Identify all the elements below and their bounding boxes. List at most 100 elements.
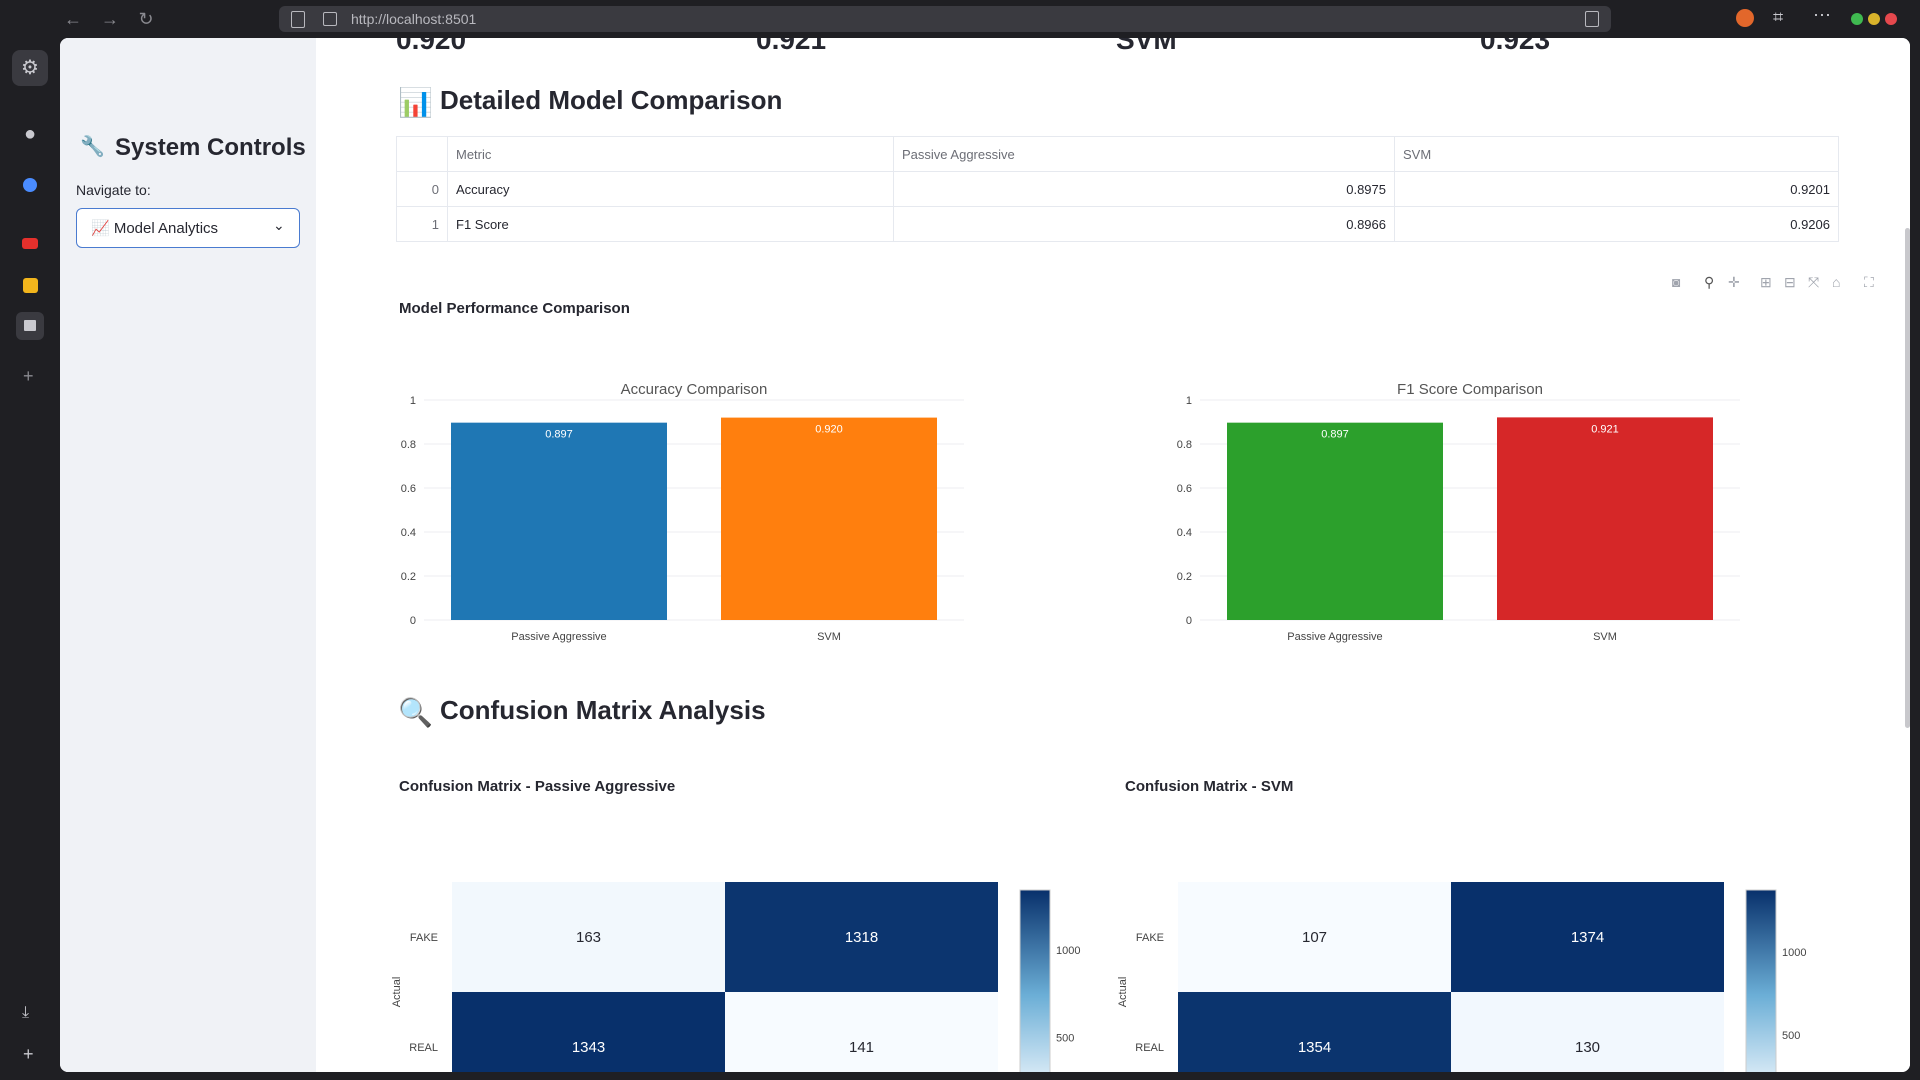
performance-charts: Accuracy Comparison 0 0.2 0.4 0.6 0.8 1 0.897 Pa… (401, 381, 1740, 643)
download-icon[interactable]: ⤓ (22, 1004, 30, 1021)
table-cell[interactable]: 0.8975 (893, 171, 1395, 207)
extension-icon[interactable] (23, 178, 37, 192)
add-bottom-icon[interactable]: + (23, 1044, 34, 1064)
table-header[interactable]: Metric (447, 136, 894, 172)
y-axis-label: Actual (1117, 977, 1129, 1008)
browser-toolbar: ← → ↻ http://localhost:8501 ⌗ ⋯ (0, 0, 1920, 38)
colorbar-tick: 500 (1782, 1030, 1800, 1042)
comparison-title: Detailed Model Comparison (440, 85, 783, 115)
heatmap-cell[interactable] (1178, 992, 1451, 1072)
heatmap-cell[interactable] (725, 992, 998, 1072)
url-text[interactable]: http://localhost:8501 (351, 11, 477, 27)
firefox-icon[interactable] (1736, 9, 1754, 27)
cell-value: 1343 (572, 1039, 605, 1056)
notes-icon[interactable] (23, 278, 38, 293)
crop-icon[interactable]: ⌗ (1773, 7, 1784, 27)
bar-value-label: 0.920 (815, 424, 843, 436)
heatmap-cell[interactable] (1451, 992, 1724, 1072)
y-tick-label: 0 (410, 615, 416, 627)
comparison-table: Metric Passive Aggressive SVM 0 Accuracy… (396, 136, 1839, 242)
bookmark-icon[interactable] (1585, 11, 1599, 27)
scrollbar[interactable] (1905, 228, 1910, 728)
heatmap-cell[interactable] (452, 992, 725, 1072)
x-tick-label: SVM (1593, 631, 1617, 643)
chart-subtitle: Accuracy Comparison (621, 381, 768, 398)
bar-value-label: 0.897 (1321, 429, 1349, 441)
row-index: 1 (396, 206, 448, 242)
table-row: 1 F1 Score 0.8966 0.9206 (396, 206, 1839, 242)
cm-pa-title: Confusion Matrix - Passive Aggressive (399, 778, 676, 795)
heatmap-cell[interactable] (1178, 882, 1451, 992)
site-info-icon[interactable] (323, 12, 337, 26)
home-icon[interactable]: ⌂ (1832, 274, 1841, 290)
chart-subtitle: F1 Score Comparison (1397, 381, 1543, 398)
page-icon (291, 11, 305, 28)
minimize-dot-icon[interactable] (1868, 13, 1880, 25)
sidebar-title: System Controls (115, 134, 306, 161)
colorbar-tick: 1000 (1056, 945, 1080, 957)
bar[interactable] (1227, 422, 1443, 620)
navigate-select[interactable]: 📈 Model Analytics ⌄ (76, 208, 300, 248)
table-cell[interactable]: 0.8966 (893, 206, 1395, 242)
autoscale-icon[interactable]: ⤧ (1808, 274, 1820, 290)
forward-icon[interactable]: → (101, 9, 119, 29)
x-tick-label: Passive Aggressive (1287, 631, 1382, 643)
table-cell[interactable]: Accuracy (447, 171, 894, 207)
table-cell[interactable]: F1 Score (447, 206, 894, 242)
fullscreen-icon[interactable]: ⛶ (1864, 274, 1874, 290)
table-header[interactable]: Passive Aggressive (893, 136, 1395, 172)
table-header[interactable]: SVM (1394, 136, 1839, 172)
colorbar-tick: 1000 (1782, 947, 1806, 959)
cell-value: 1318 (845, 929, 878, 946)
sidebar: 🔧 System Controls Navigate to: 📈 Model A… (60, 38, 316, 1072)
reload-icon[interactable]: ↻ (138, 9, 154, 29)
bar[interactable] (721, 417, 937, 620)
cell-value: 1374 (1571, 929, 1604, 946)
youtube-icon[interactable] (22, 238, 38, 249)
bar[interactable] (451, 422, 667, 620)
table-cell[interactable]: 0.9206 (1394, 206, 1839, 242)
zoom-icon[interactable]: ⚲ (1704, 274, 1715, 290)
table-cell[interactable]: 0.9201 (1394, 171, 1839, 207)
row-label: REAL (409, 1042, 438, 1054)
table-row: 0 Accuracy 0.8975 0.9201 (396, 171, 1839, 207)
cell-value: 163 (576, 929, 601, 946)
bar-value-label: 0.921 (1591, 423, 1619, 435)
row-label: REAL (1135, 1042, 1164, 1054)
cell-value: 1354 (1298, 1039, 1331, 1056)
more-icon[interactable]: ⋯ (1813, 5, 1831, 25)
close-dot-icon[interactable] (1885, 13, 1897, 25)
row-label: FAKE (1136, 932, 1164, 944)
heatmap-cell[interactable] (452, 882, 725, 992)
y-tick-label: 0.4 (1177, 527, 1192, 539)
cell-value: 130 (1575, 1039, 1600, 1056)
navigate-label: Navigate to: (76, 182, 151, 198)
metric-value: 0.920 (396, 38, 467, 55)
bar[interactable] (1497, 417, 1713, 620)
maximize-dot-icon[interactable] (1851, 13, 1863, 25)
performance-title: Model Performance Comparison (399, 300, 630, 317)
bar-value-label: 0.897 (545, 429, 573, 441)
add-icon[interactable]: + (23, 366, 34, 386)
x-tick-label: Passive Aggressive (511, 631, 606, 643)
pan-icon[interactable]: ✛ (1728, 274, 1740, 290)
y-tick-label: 0.8 (1177, 439, 1192, 451)
url-bar[interactable]: http://localhost:8501 (279, 6, 1611, 32)
heatmap-cell[interactable] (1451, 882, 1724, 992)
colorbar (1019, 889, 1051, 1072)
zoom-out-icon[interactable]: ⊟ (1784, 274, 1796, 290)
bar-chart-icon: 📊 (398, 87, 433, 118)
y-tick-label: 0.6 (401, 483, 416, 495)
settings-icon[interactable]: ⚙ (12, 50, 48, 86)
main-content: 0.920 0.921 SVM 0.923 📊 Detailed Model C… (316, 38, 1910, 1072)
camera-icon[interactable]: ◙ (1672, 274, 1681, 290)
wrench-icon: 🔧 (80, 136, 105, 158)
navigate-selected-value: 📈 Model Analytics (91, 220, 219, 237)
y-tick-label: 0 (1186, 615, 1192, 627)
active-tab-icon[interactable] (16, 312, 44, 340)
github-icon[interactable]: ● (23, 123, 37, 145)
back-icon[interactable]: ← (64, 9, 82, 29)
zoom-in-icon[interactable]: ⊞ (1760, 274, 1772, 290)
y-tick-label: 1 (1186, 395, 1192, 407)
heatmap-cell[interactable] (725, 882, 998, 992)
